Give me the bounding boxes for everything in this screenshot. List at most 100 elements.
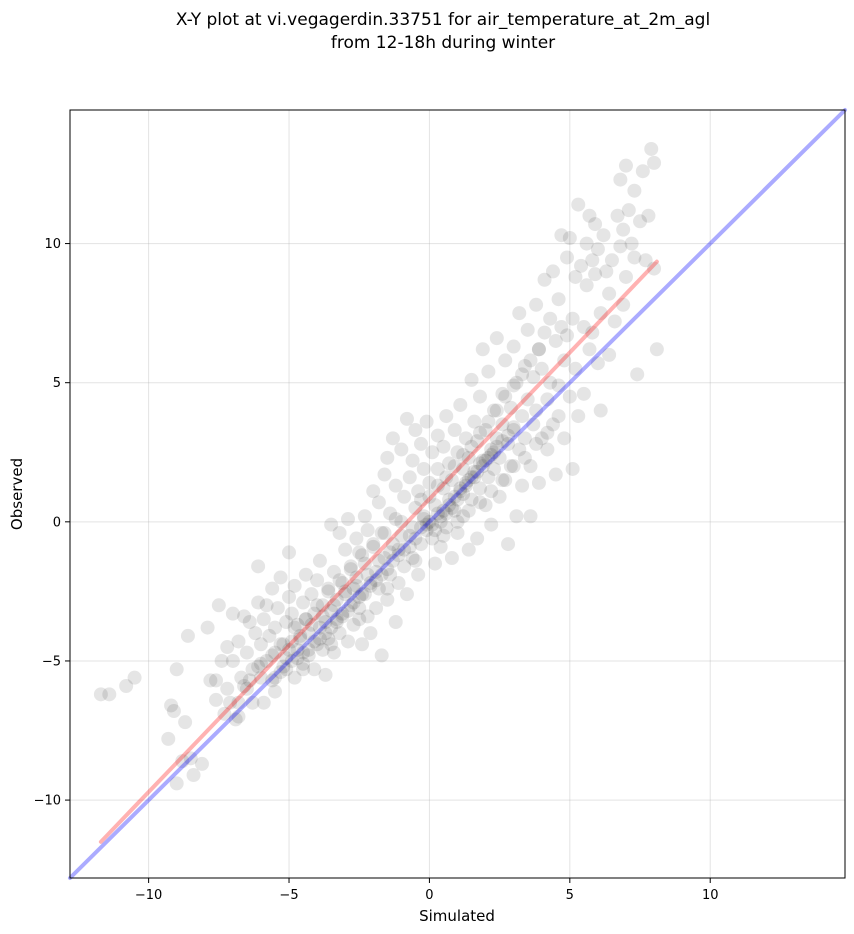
scatter-point-208 <box>498 353 513 368</box>
scatter-point-4 <box>161 731 176 746</box>
scatter-point-355 <box>279 662 294 677</box>
scatter-point-342 <box>352 589 367 604</box>
scatter-point-206 <box>495 417 510 432</box>
scatter-point-188 <box>470 434 485 449</box>
scatter-point-41 <box>256 695 271 710</box>
scatter-point-404 <box>506 459 521 474</box>
scatter-point-343 <box>346 595 361 610</box>
scatter-point-372 <box>430 478 445 493</box>
scatter-point-75 <box>312 620 327 635</box>
scatter-point-22 <box>220 640 235 655</box>
scatter-point-141 <box>405 453 420 468</box>
scatter-point-17 <box>209 692 224 707</box>
scatter-point-65 <box>296 656 311 671</box>
scatter-point-285 <box>616 297 631 312</box>
scatter-point-294 <box>633 214 648 229</box>
scatter-point-37 <box>251 559 266 574</box>
scatter-point-232 <box>531 475 546 490</box>
scatter-point-249 <box>557 353 572 368</box>
scatter-point-344 <box>340 603 355 618</box>
y-axis-label: Observed <box>8 458 26 530</box>
scatter-point-320 <box>444 500 459 515</box>
chart-title-line-2: from 12-18h during winter <box>331 33 555 53</box>
scatter-point-252 <box>560 328 575 343</box>
scatter-point-351 <box>301 642 316 657</box>
scatter-point-274 <box>593 403 608 418</box>
scatter-point-313 <box>470 464 485 479</box>
scatter-point-326 <box>478 453 493 468</box>
scatter-point-229 <box>529 297 544 312</box>
scatter-point-61 <box>290 642 305 657</box>
scatter-point-84 <box>324 603 339 618</box>
scatter-point-403 <box>495 473 510 488</box>
scatter-point-307 <box>436 503 451 518</box>
x-tick-label-0: −10 <box>135 888 162 903</box>
scatter-point-81 <box>321 581 336 596</box>
scatter-point-265 <box>579 278 594 293</box>
scatter-point-230 <box>529 403 544 418</box>
scatter-point-78 <box>315 598 330 613</box>
scatter-point-164 <box>436 439 451 454</box>
scatter-point-234 <box>534 361 549 376</box>
scatter-point-205 <box>495 386 510 401</box>
scatter-point-87 <box>329 612 344 627</box>
one-to-one-line <box>68 108 847 880</box>
scatter-point-167 <box>442 492 457 507</box>
x-tick-label-4: 10 <box>702 888 719 903</box>
scatter-point-360 <box>383 545 398 560</box>
scatter-point-26 <box>228 712 243 727</box>
scatter-point-94 <box>338 587 353 602</box>
scatter-point-66 <box>298 612 313 627</box>
scatter-point-245 <box>551 292 566 307</box>
scatter-point-373 <box>439 470 454 485</box>
scatter-point-6 <box>166 704 181 719</box>
scatter-point-406 <box>529 436 544 451</box>
scatter-point-357 <box>267 670 282 685</box>
scatter-point-14 <box>194 756 209 771</box>
scatter-point-197 <box>484 442 499 457</box>
scatter-point-221 <box>517 359 532 373</box>
scatter-point-32 <box>239 645 254 660</box>
scatter-point-417 <box>231 709 246 724</box>
scatter-point-305 <box>430 506 445 521</box>
scatter-point-325 <box>472 456 487 471</box>
scatter-point-211 <box>503 400 518 415</box>
scatter-point-350 <box>307 634 322 649</box>
scatter-point-329 <box>495 434 510 449</box>
scatter-point-182 <box>461 450 476 465</box>
scatter-point-152 <box>419 414 434 429</box>
scatter-point-219 <box>515 409 530 424</box>
scatter-point-378 <box>481 414 496 429</box>
scatter-point-301 <box>649 342 664 357</box>
scatter-point-399 <box>450 514 465 529</box>
scatter-point-339 <box>369 573 384 588</box>
scatter-point-288 <box>618 158 633 173</box>
scatter-point-322 <box>456 487 471 501</box>
scatter-point-363 <box>349 578 364 593</box>
scatter-point-389 <box>343 562 358 577</box>
scatter-point-170 <box>444 473 459 488</box>
scatter-point-97 <box>343 598 358 613</box>
scatter-point-316 <box>487 445 502 460</box>
scatter-point-217 <box>512 442 527 457</box>
scatter-point-189 <box>472 481 487 496</box>
scatter-point-47 <box>267 620 282 635</box>
scatter-point-317 <box>428 523 443 538</box>
scatter-point-272 <box>590 356 605 371</box>
scatter-point-124 <box>380 450 395 465</box>
scatter-point-92 <box>335 606 350 621</box>
scatter-point-253 <box>562 389 577 404</box>
scatter-point-109 <box>360 609 375 624</box>
scatter-point-266 <box>582 342 597 357</box>
scatter-point-311 <box>458 478 473 493</box>
scatter-point-18 <box>209 673 224 688</box>
scatter-point-139 <box>402 470 417 485</box>
scatter-point-243 <box>548 333 563 348</box>
scatter-point-203 <box>492 450 507 465</box>
scatter-point-382 <box>515 367 530 382</box>
scatter-point-151 <box>419 523 434 538</box>
scatter-point-174 <box>450 525 465 540</box>
y-tick-label-4: 10 <box>44 237 61 252</box>
scatter-point-361 <box>371 553 386 568</box>
scatter-point-117 <box>371 495 386 510</box>
